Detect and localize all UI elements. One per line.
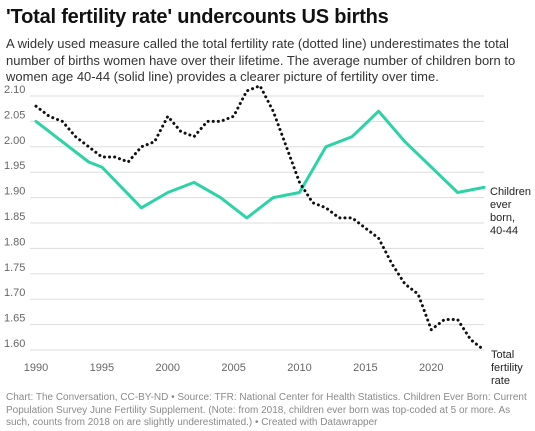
y-tick-label: 1.60	[4, 338, 25, 350]
y-tick-label: 1.65	[4, 313, 25, 325]
y-tick-label: 1.80	[4, 236, 25, 248]
total-fertility-rate-label: Total fertility rate	[491, 349, 523, 387]
y-tick-label: 2.05	[4, 109, 25, 121]
y-tick-label: 2.10	[4, 84, 25, 96]
x-tick-label: 1995	[90, 362, 114, 374]
series-label-line: born,	[490, 212, 515, 224]
y-tick-label: 1.85	[4, 211, 25, 223]
total-fertility-rate-line	[34, 84, 486, 352]
chart-footer: Chart: The Conversation, CC-BY-ND • Sour…	[6, 392, 527, 428]
x-tick-label: 2000	[156, 362, 180, 374]
y-tick-label: 2.00	[4, 135, 25, 147]
x-tick-label: 2010	[287, 362, 311, 374]
children-ever-born-label: Children ever born, 40-44	[490, 186, 531, 237]
children-ever-born-line	[34, 109, 486, 220]
x-tick-label: 2015	[353, 362, 377, 374]
chart-subtitle: A widely used measure called the total f…	[6, 36, 516, 84]
series-labels: Children ever born, 40-44 Total fertility rate	[490, 186, 531, 387]
y-tick-label: 1.70	[4, 287, 25, 299]
chart-title: 'Total fertility rate' undercounts US bi…	[6, 6, 389, 28]
gridlines	[30, 95, 484, 351]
series-label-line: ever	[490, 199, 512, 211]
series-label-line: 40-44	[490, 225, 518, 237]
y-tick-label: 1.90	[4, 186, 25, 198]
x-tick-label: 2005	[221, 362, 245, 374]
x-tick-label: 2020	[419, 362, 443, 374]
y-tick-label: 1.95	[4, 160, 25, 172]
series-label-line: Total	[491, 349, 514, 361]
series-label-line: fertility	[491, 362, 523, 374]
y-tick-label: 1.75	[4, 262, 25, 274]
series-label-line: Children	[490, 186, 531, 198]
x-axis-ticks: 1990 1995 2000 2005 2010 2015 2020	[24, 362, 444, 374]
series-label-line: rate	[491, 375, 510, 387]
y-axis-ticks: 2.10 2.05 2.00 1.95 1.90 1.85 1.80 1.75 1.70 1.65…	[4, 84, 25, 350]
series-lines	[34, 84, 486, 352]
x-tick-label: 1990	[24, 362, 48, 374]
